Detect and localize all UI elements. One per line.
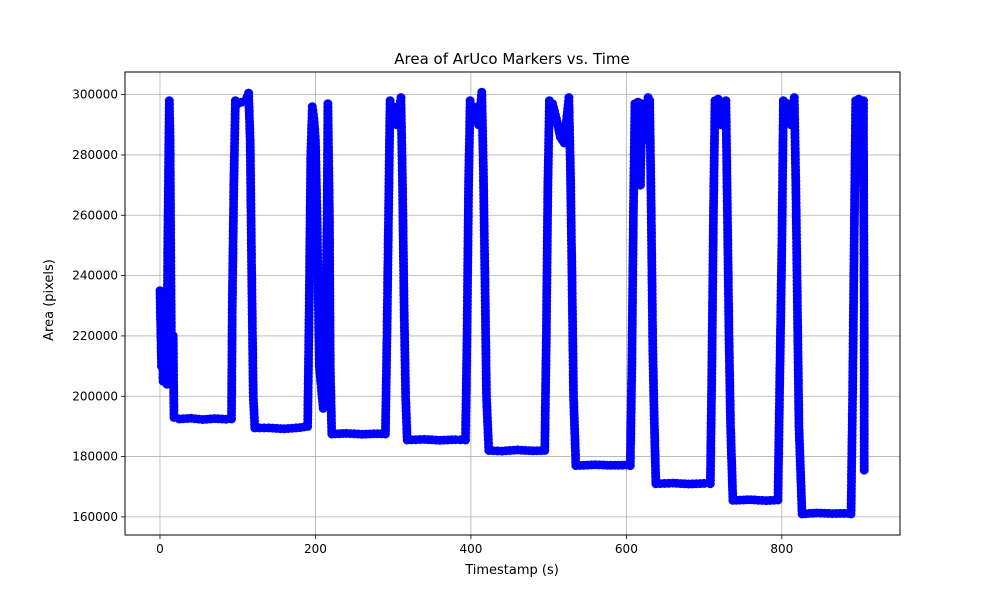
y-tick-label: 260000 xyxy=(72,208,118,222)
x-tick-label: 400 xyxy=(459,542,482,556)
y-tick-label: 180000 xyxy=(72,450,118,464)
y-tick-label: 160000 xyxy=(72,510,118,524)
y-tick-label: 280000 xyxy=(72,148,118,162)
axis-ticks: 0 200 400 600 800 160000 180000 200000 220000 240… xyxy=(72,88,793,556)
x-tick-label: 600 xyxy=(615,542,638,556)
plot-frame xyxy=(124,71,901,536)
y-tick-label: 300000 xyxy=(72,88,118,102)
chart-title: Area of ArUco Markers vs. Time xyxy=(394,50,629,68)
x-tick-label: 0 xyxy=(156,542,164,556)
y-tick-label: 220000 xyxy=(72,329,118,343)
y-tick-label: 240000 xyxy=(72,269,118,283)
data-point xyxy=(859,465,869,475)
series-area xyxy=(155,87,869,519)
y-axis-label: Area (pixels) xyxy=(42,259,57,341)
x-tick-label: 800 xyxy=(770,542,793,556)
y-tick-label: 200000 xyxy=(72,389,118,403)
x-tick-label: 200 xyxy=(304,542,327,556)
x-axis-label: Timestamp (s) xyxy=(464,563,559,578)
